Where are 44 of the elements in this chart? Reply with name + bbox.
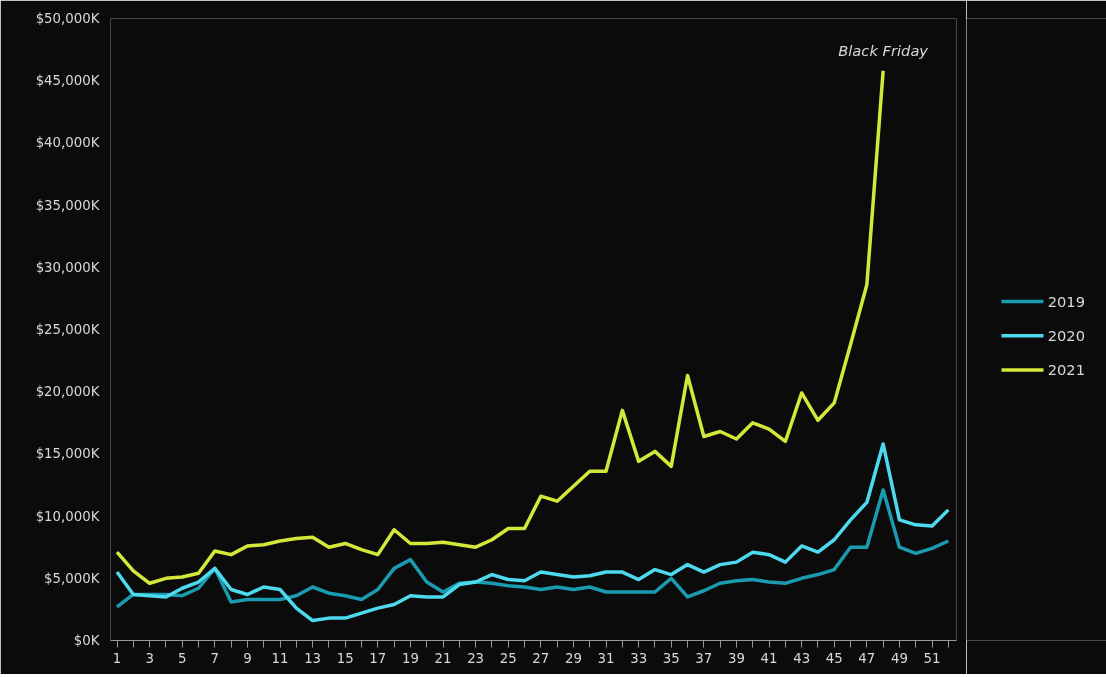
annotation: Black Friday bbox=[838, 41, 929, 59]
x-tick-label: 13 bbox=[304, 650, 322, 666]
y-tick-label: $10,000K bbox=[35, 508, 101, 524]
y-tick-label: $20,000K bbox=[35, 384, 101, 400]
line-series bbox=[115, 69, 885, 586]
x-tick-label: 49 bbox=[890, 650, 908, 666]
x-tick-label: 37 bbox=[695, 650, 713, 666]
legend-label: 2021 bbox=[1047, 360, 1086, 378]
x-tick-label: 21 bbox=[434, 650, 452, 666]
x-tick-label: 17 bbox=[369, 650, 387, 666]
x-tick-label: 41 bbox=[760, 650, 778, 666]
x-tick-label: 39 bbox=[727, 650, 745, 666]
legend-label: 2019 bbox=[1047, 292, 1086, 310]
y-tick-label: $30,000K bbox=[35, 259, 101, 275]
line-series bbox=[115, 488, 951, 609]
y-tick-label: $25,000K bbox=[35, 322, 101, 337]
x-tick-label: 29 bbox=[564, 650, 582, 666]
x-tick-label: 47 bbox=[858, 650, 876, 666]
x-tick-label: 1 bbox=[112, 650, 122, 666]
x-tick-label: 51 bbox=[923, 650, 941, 666]
x-tick-label: 11 bbox=[271, 650, 289, 666]
x-tick-label: 19 bbox=[401, 650, 419, 666]
x-tick-label: 5 bbox=[177, 650, 187, 666]
x-tick-label: 7 bbox=[210, 650, 220, 666]
x-tick-label: 31 bbox=[597, 650, 615, 666]
x-tick-label: 27 bbox=[532, 650, 550, 666]
x-tick-label: 25 bbox=[499, 650, 517, 666]
y-tick-label: $45,000K bbox=[35, 73, 101, 89]
x-tick-label: 9 bbox=[243, 650, 252, 666]
x-tick-label: 33 bbox=[630, 650, 648, 666]
x-tick-label: 3 bbox=[145, 650, 154, 666]
y-tick-label: $40,000K bbox=[35, 135, 101, 151]
x-tick-label: 23 bbox=[467, 650, 485, 666]
y-tick-label: $0K bbox=[73, 633, 101, 648]
x-tick-label: 45 bbox=[825, 650, 843, 666]
x-tick-label: 15 bbox=[336, 650, 354, 666]
x-tick-label: 43 bbox=[793, 650, 811, 666]
line-series bbox=[115, 442, 951, 623]
y-tick-label: $50,000K bbox=[35, 11, 101, 26]
y-tick-label: $15,000K bbox=[35, 446, 101, 462]
y-tick-label: $35,000K bbox=[35, 197, 101, 213]
x-tick-label: 35 bbox=[662, 650, 680, 666]
legend-label: 2020 bbox=[1047, 326, 1086, 344]
y-tick-label: $5,000K bbox=[44, 570, 101, 586]
